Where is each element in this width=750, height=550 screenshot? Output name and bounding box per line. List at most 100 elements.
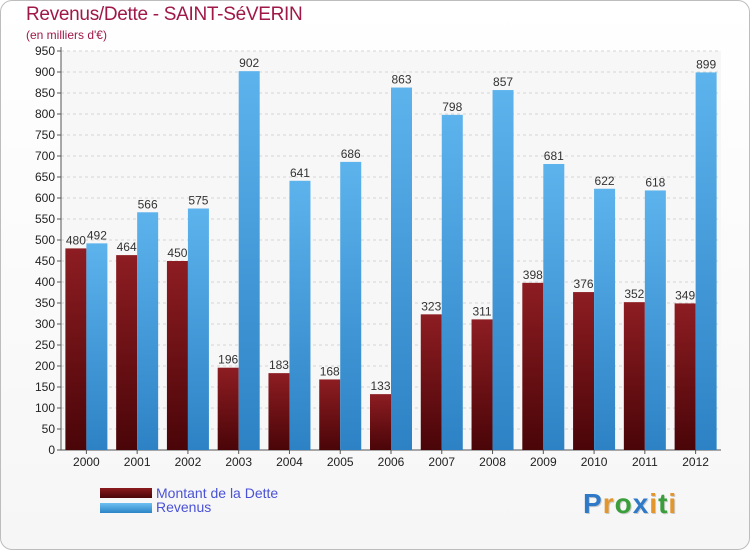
data-label-dette: 480 (66, 233, 86, 247)
x-tick-label: 2011 (632, 455, 658, 469)
y-tick-label: 200 (35, 359, 55, 373)
proxiti-logo: Proxiti (583, 488, 677, 520)
data-label-dette: 168 (320, 364, 340, 378)
y-tick-label: 250 (35, 338, 55, 352)
chart-subtitle: (en milliers d'€) (26, 28, 107, 42)
y-tick-label: 850 (35, 86, 55, 100)
bar-dette (268, 373, 290, 450)
bar-revenus (492, 90, 514, 450)
bar-revenus (695, 72, 717, 451)
legend-swatch-revenus (100, 503, 152, 513)
legend-swatch-dette (100, 488, 152, 498)
bar-dette (573, 292, 595, 450)
bar-revenus (594, 188, 616, 450)
y-tick-label: 350 (35, 296, 55, 310)
legend-label-dette: Montant de la Dette (156, 485, 279, 501)
data-label-revenus: 686 (341, 147, 361, 161)
data-label-dette: 323 (421, 299, 441, 313)
data-label-dette: 450 (167, 246, 187, 260)
data-label-dette: 183 (269, 358, 289, 372)
y-tick-label: 0 (48, 443, 55, 457)
y-tick-label: 800 (35, 107, 55, 121)
y-tick-label: 450 (35, 254, 55, 268)
data-label-revenus: 492 (87, 228, 107, 242)
x-tick-label: 2000 (73, 455, 100, 469)
y-tick-label: 900 (35, 65, 55, 79)
bar-revenus (238, 71, 260, 450)
data-label-revenus: 575 (188, 194, 208, 208)
y-tick-label: 700 (35, 149, 55, 163)
x-tick-label: 2006 (378, 455, 405, 469)
y-tick-label: 500 (35, 233, 55, 247)
bar-dette (217, 367, 239, 450)
bar-dette (319, 379, 341, 450)
bar-revenus (644, 190, 666, 450)
data-label-revenus: 622 (595, 174, 615, 188)
x-tick-label: 2003 (225, 455, 252, 469)
x-tick-label: 2004 (276, 455, 303, 469)
bar-dette (420, 314, 442, 450)
bar-revenus (289, 180, 311, 450)
bar-dette (116, 255, 138, 450)
logo-letter: r (602, 488, 615, 519)
y-tick-label: 50 (42, 422, 56, 436)
data-label-dette: 349 (675, 288, 695, 302)
data-label-revenus: 902 (239, 56, 259, 70)
data-label-revenus: 857 (493, 75, 513, 89)
bar-revenus (391, 87, 412, 450)
bar-dette (623, 302, 645, 450)
bar-dette (65, 248, 87, 450)
bar-revenus (543, 163, 565, 451)
data-label-dette: 352 (624, 287, 644, 301)
logo-letter: P (583, 488, 603, 519)
data-label-revenus: 566 (138, 197, 158, 211)
bar-revenus (137, 212, 159, 450)
logo-letter: i (668, 488, 678, 519)
y-tick-label: 600 (35, 191, 55, 205)
data-label-dette: 196 (218, 353, 238, 367)
chart-title: Revenus/Dette - SAINT-SéVERIN (26, 4, 303, 25)
logo-letter: o (614, 488, 633, 519)
x-tick-label: 2005 (327, 455, 354, 469)
logo-letter: i (649, 488, 659, 519)
bar-revenus (340, 161, 362, 450)
x-tick-label: 2002 (175, 455, 202, 469)
y-tick-label: 950 (35, 44, 55, 58)
y-tick-label: 300 (35, 317, 55, 331)
data-label-revenus: 899 (696, 57, 716, 71)
data-label-revenus: 641 (290, 166, 310, 180)
data-label-dette: 133 (370, 379, 390, 393)
x-tick-label: 2007 (428, 455, 455, 469)
x-tick-label: 2010 (581, 455, 608, 469)
bar-dette (674, 303, 696, 450)
data-label-revenus: 618 (645, 175, 665, 189)
y-tick-label: 750 (35, 128, 55, 142)
bar-dette (522, 282, 544, 450)
data-label-revenus: 681 (544, 149, 564, 163)
logo-letter: t (658, 488, 669, 519)
bar-dette (166, 261, 188, 450)
bar-revenus (187, 208, 209, 450)
x-tick-label: 2001 (124, 455, 151, 469)
data-label-revenus: 863 (391, 73, 411, 87)
bar-dette (471, 319, 493, 450)
data-label-dette: 376 (574, 277, 594, 291)
logo-letter: x (632, 488, 650, 519)
bar-revenus (86, 243, 108, 450)
y-tick-label: 400 (35, 275, 55, 289)
y-tick-label: 150 (35, 380, 55, 394)
data-label-revenus: 798 (442, 100, 462, 114)
bar-revenus (441, 114, 463, 450)
legend-label-revenus: Revenus (156, 499, 212, 515)
x-tick-label: 2008 (479, 455, 506, 469)
x-tick-label: 2012 (682, 455, 709, 469)
y-tick-label: 550 (35, 212, 55, 226)
y-tick-label: 100 (35, 401, 55, 415)
data-label-dette: 398 (523, 268, 543, 282)
data-label-dette: 464 (117, 240, 137, 254)
x-tick-label: 2009 (530, 455, 557, 469)
data-label-dette: 311 (472, 304, 491, 318)
y-tick-label: 650 (35, 170, 55, 184)
